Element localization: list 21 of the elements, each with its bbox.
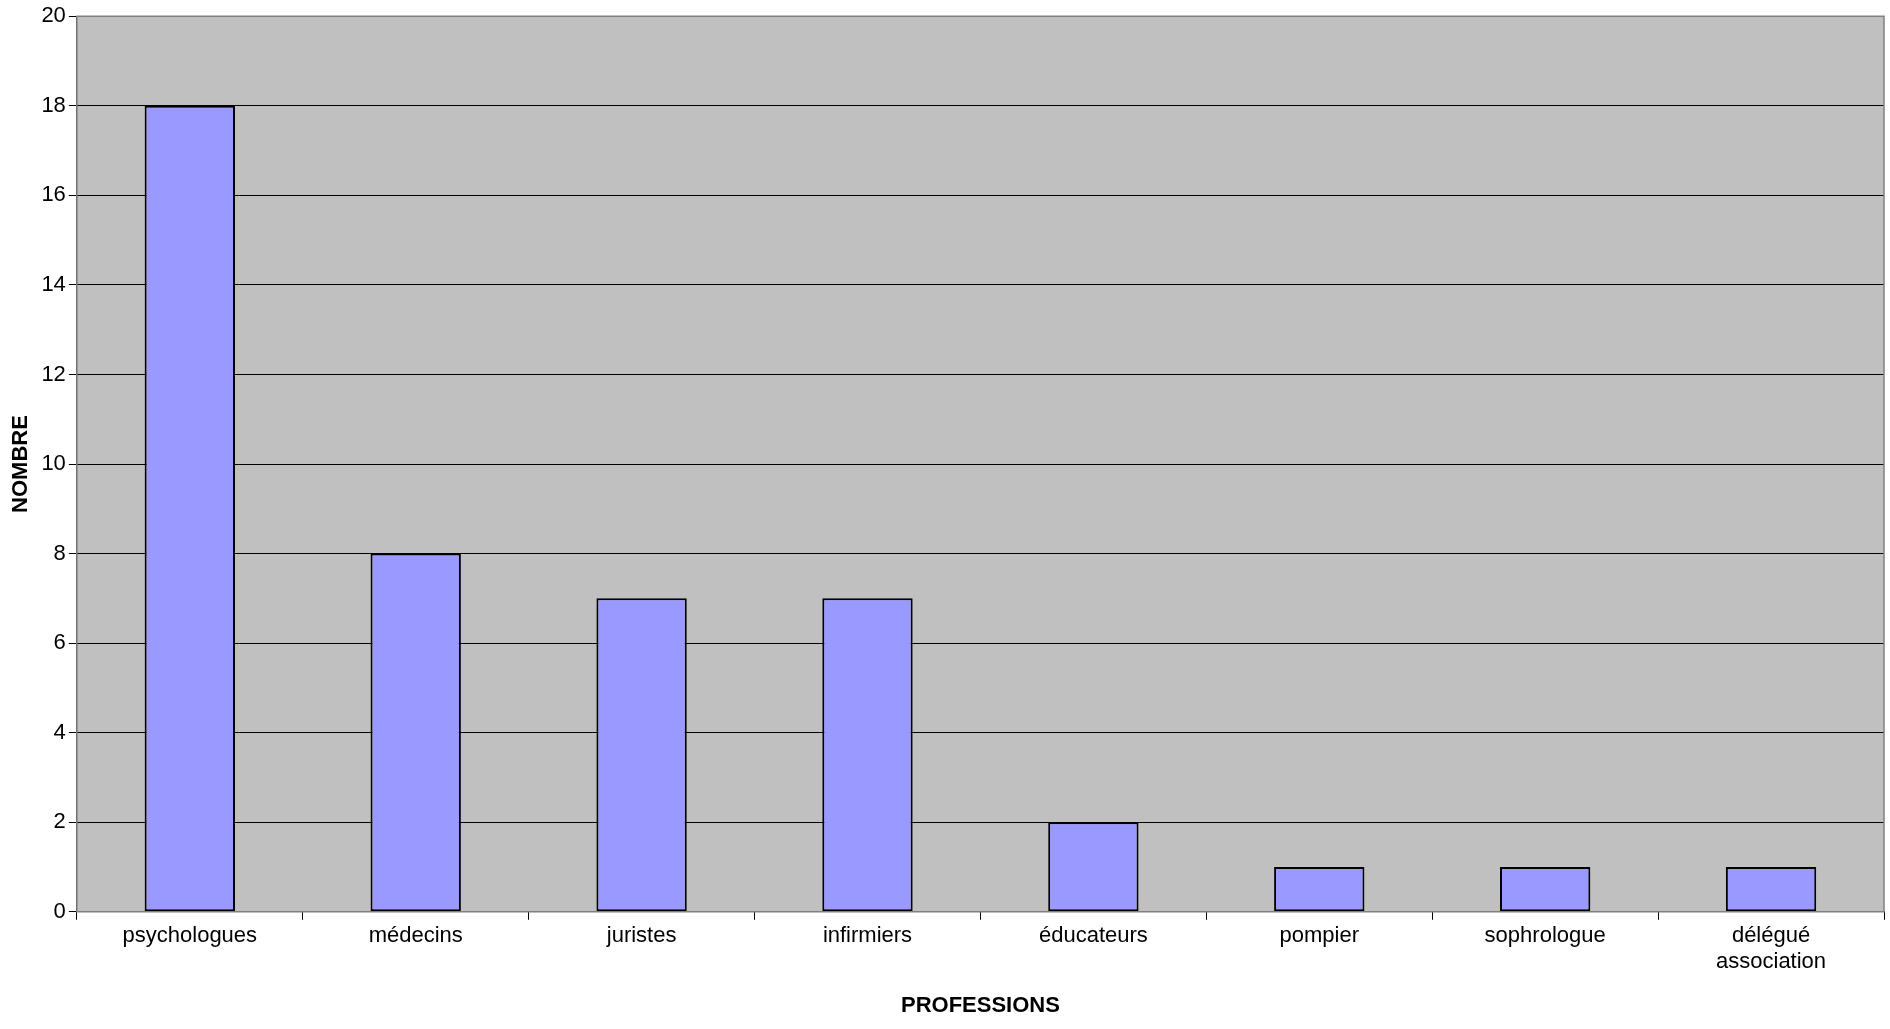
y-tick-label: 0 [53,897,66,923]
y-tick-label: 4 [53,718,66,744]
y-tick-label: 14 [41,270,66,296]
y-tick-label: 10 [41,450,66,476]
x-tick-label: sophrologue [1484,922,1606,948]
x-tick-label: psychologues [122,922,258,948]
y-axis-title: NOMBRE [7,415,33,513]
y-tick-label: 8 [53,539,66,565]
y-tick-label: 18 [41,91,66,117]
x-tick-label: éducateurs [1038,922,1148,948]
x-tick-label: juristes [605,922,677,948]
x-axis-title: PROFESSIONS [900,991,1060,1017]
y-tick-label: 20 [41,2,66,28]
y-tick-label: 16 [41,181,66,207]
x-tick-label: pompier [1279,922,1360,948]
y-tick-label: 12 [41,360,66,386]
x-tick-label: délégué association [1716,922,1827,974]
y-tick-label: 2 [53,808,66,834]
y-tick-label: 6 [53,629,66,655]
x-tick-label: médecins [368,922,463,948]
x-tick-label: infirmiers [822,922,913,948]
